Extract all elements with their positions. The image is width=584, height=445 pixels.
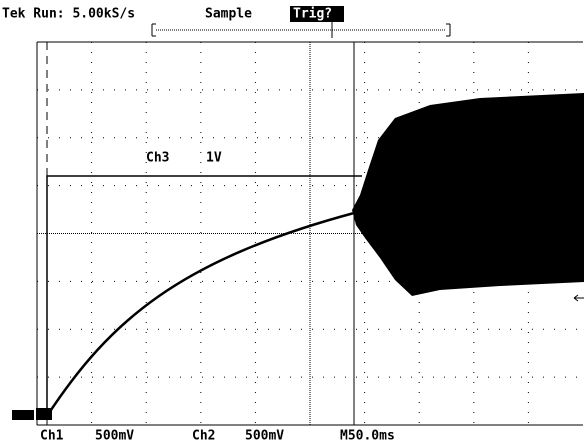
ch-marker [36, 408, 52, 420]
ch2-label: Ch2 [192, 429, 215, 444]
ch3-scale: 1V [206, 151, 222, 166]
trigger-status: Trig? [293, 7, 332, 22]
ch1-label: Ch1 [40, 429, 64, 444]
graticule [36, 41, 583, 426]
timebase: M50.0ms [340, 429, 395, 444]
record-bar [151, 22, 451, 38]
level-arrow [573, 294, 584, 302]
ch3-label: Ch3 [146, 151, 169, 166]
run-status: Tek Run: 5.00kS/s [2, 7, 135, 22]
ch2-envelope [352, 93, 584, 296]
ground-marker [12, 410, 34, 420]
ch1-scale: 500mV [95, 429, 134, 444]
ch3-trace [46, 175, 362, 412]
trig-box [290, 6, 344, 22]
ch2-scale: 500mV [245, 429, 284, 444]
acquisition-mode: Sample [205, 7, 252, 22]
ch1-trace [45, 211, 355, 417]
